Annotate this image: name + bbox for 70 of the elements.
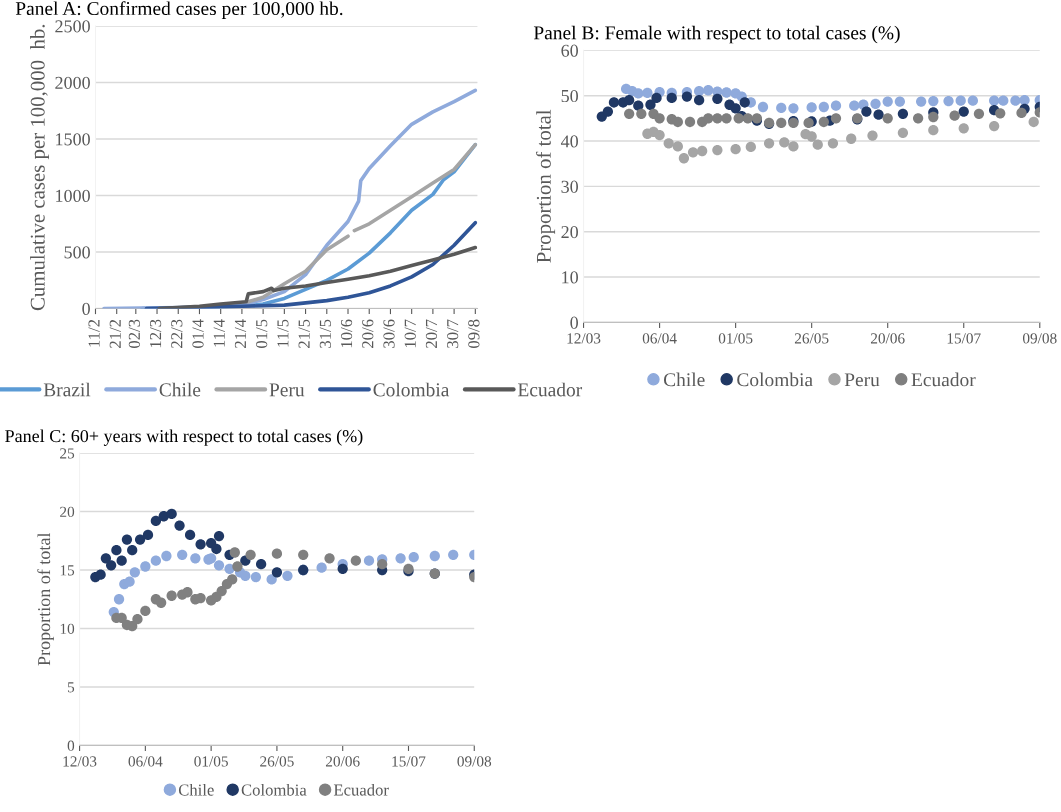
legend-label: Chile (178, 783, 214, 796)
y-tick-label: 0 (67, 740, 75, 751)
x-tick-label: 21/2 (109, 319, 121, 348)
x-tick-label: 01/4 (192, 319, 204, 348)
x-tick-label: 09/8 (468, 319, 480, 348)
y-tick-label: 0 (570, 316, 578, 329)
x-tick-label: 15/07 (392, 756, 426, 767)
y-tick-label: 25 (60, 448, 75, 459)
x-tick-label: 20/06 (325, 756, 360, 767)
y-tick-label: 30 (561, 180, 578, 193)
legend-label: Ecuador (333, 783, 389, 796)
y-tick-label: 1500 (56, 133, 90, 146)
y-tick-label: 20 (60, 506, 75, 518)
x-tick-label: 01/05 (194, 756, 228, 767)
x-tick-label: 12/3 (150, 319, 162, 348)
legend-label: Peru (269, 383, 305, 397)
y-tick-label: 1000 (56, 189, 90, 202)
chart-title: Panel A: Confirmed cases per 100,000 hb. (15, 1, 343, 20)
x-tick-label: 11/4 (213, 319, 225, 347)
y-axis-title: Proportion of total (37, 532, 54, 666)
legend-label: Brazil (43, 382, 91, 397)
chart-title: Panel B: Female with respect to total cases (%) (533, 25, 900, 44)
x-tick-label: 11/2 (88, 319, 100, 347)
x-tick-label: 10/7 (404, 319, 416, 348)
y-axis-title: Cumulative cases per 100,000 hb. (30, 24, 49, 311)
x-tick-label: 20/06 (870, 333, 905, 344)
y-tick-label: 10 (60, 623, 75, 634)
x-tick-label: 06/04 (128, 756, 163, 767)
legend-label: Ecuador (517, 382, 583, 397)
legend-label: Chile (663, 372, 705, 387)
y-tick-label: 500 (64, 246, 90, 259)
legend-label: Colombia (373, 382, 450, 397)
legend-label: Chile (159, 382, 201, 397)
y-tick-label: 40 (560, 135, 578, 148)
y-tick-label: 0 (82, 302, 90, 315)
x-tick-label: 30/7 (447, 319, 459, 348)
x-tick-label: 30/6 (383, 319, 395, 348)
y-tick-label: 5 (67, 682, 75, 693)
x-tick-label: 22/3 (171, 319, 183, 348)
x-tick-label: 20/6 (362, 319, 374, 348)
x-tick-label: 26/05 (794, 333, 829, 344)
x-tick-label: 01/5 (256, 319, 268, 348)
x-tick-label: 21/5 (298, 319, 310, 348)
x-tick-label: 01/05 (718, 333, 753, 344)
x-tick-label: 15/07 (947, 333, 981, 344)
x-tick-label: 11/5 (277, 319, 289, 347)
legend-label: Colombia (241, 783, 307, 796)
x-tick-label: 31/5 (319, 319, 331, 348)
y-tick-label: 2500 (55, 20, 90, 33)
x-tick-label: 12/03 (567, 333, 601, 344)
legend-label: Peru (844, 373, 880, 387)
x-tick-label: 26/05 (260, 756, 294, 767)
y-tick-label: 2000 (55, 76, 90, 89)
x-tick-label: 12/03 (63, 756, 97, 767)
legend-label: Ecuador (911, 372, 976, 387)
x-tick-label: 09/08 (457, 756, 492, 767)
x-tick-label: 21/4 (234, 319, 247, 348)
y-axis-title: Proportion of total (535, 109, 556, 263)
x-tick-label: 02/3 (128, 319, 140, 348)
y-tick-label: 15 (60, 565, 75, 576)
legend-label: Colombia (737, 372, 813, 387)
x-tick-label: 20/7 (425, 319, 438, 348)
y-tick-label: 50 (561, 89, 578, 103)
y-tick-label: 60 (561, 44, 578, 57)
y-tick-label: 10 (562, 271, 578, 284)
y-tick-label: 20 (561, 225, 578, 239)
x-tick-label: 06/04 (642, 333, 677, 344)
chart-title: Panel C: 60+ years with respect to total cases (%) (5, 429, 363, 446)
x-tick-label: 09/08 (1022, 333, 1057, 344)
x-tick-label: 10/6 (340, 319, 353, 348)
